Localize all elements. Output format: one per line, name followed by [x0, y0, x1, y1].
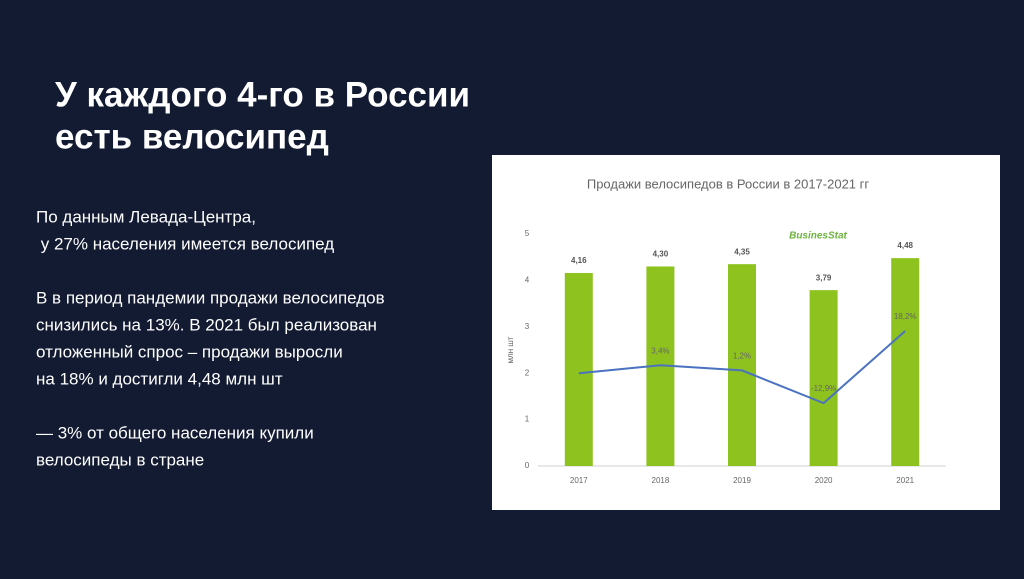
paragraph-line: — 3% от общего населения купили: [36, 423, 314, 442]
value-label: 4,48: [897, 241, 913, 250]
value-label: 4,16: [571, 256, 587, 265]
x-tick-label: 2018: [652, 476, 670, 485]
x-tick-label: 2019: [733, 476, 751, 485]
paragraph-line: По данным Левада-Центра,: [36, 207, 256, 226]
value-label: -12,9%: [811, 384, 836, 393]
paragraph-line: на 18% и достигли 4,48 млн шт: [36, 369, 283, 388]
slide-title: У каждого 4-го в России: [55, 75, 470, 114]
paragraph-line: снизились на 13%. В 2021 был реализован: [36, 315, 377, 334]
logo: BusinesStat: [789, 231, 847, 242]
bar: [564, 272, 593, 466]
bar: [891, 258, 920, 466]
y-tick-label: 3: [525, 322, 530, 331]
x-tick-label: 2017: [570, 476, 588, 485]
y-tick-label: 4: [525, 276, 530, 285]
value-label: 4,30: [653, 250, 669, 259]
bar: [809, 290, 838, 466]
y-axis-label: млн шт: [506, 336, 515, 363]
value-label: 3,79: [816, 273, 832, 282]
y-tick-label: 1: [525, 415, 530, 424]
paragraph-line: у 27% населения имеется велосипед: [36, 234, 334, 253]
value-label: 1,2%: [733, 352, 751, 361]
x-tick-label: 2020: [815, 476, 833, 485]
chart-title: Продажи велосипедов в России в 2017-2021…: [587, 176, 870, 191]
value-label: 4,35: [734, 247, 750, 256]
y-tick-label: 5: [525, 229, 530, 238]
paragraph-line: велосипеды в стране: [36, 450, 204, 469]
paragraph-line: отложенный спрос – продажи выросли: [36, 342, 343, 361]
bar: [728, 264, 756, 466]
y-tick-label: 2: [525, 368, 530, 377]
value-label: 18,2%: [894, 312, 917, 321]
value-label: 3,4%: [651, 346, 669, 355]
paragraph-line: В в период пандемии продажи велосипедов: [36, 288, 385, 307]
slide-title: есть велосипед: [55, 117, 329, 156]
y-tick-label: 0: [525, 461, 530, 470]
line: [578, 330, 906, 405]
x-tick-label: 2021: [896, 476, 914, 485]
